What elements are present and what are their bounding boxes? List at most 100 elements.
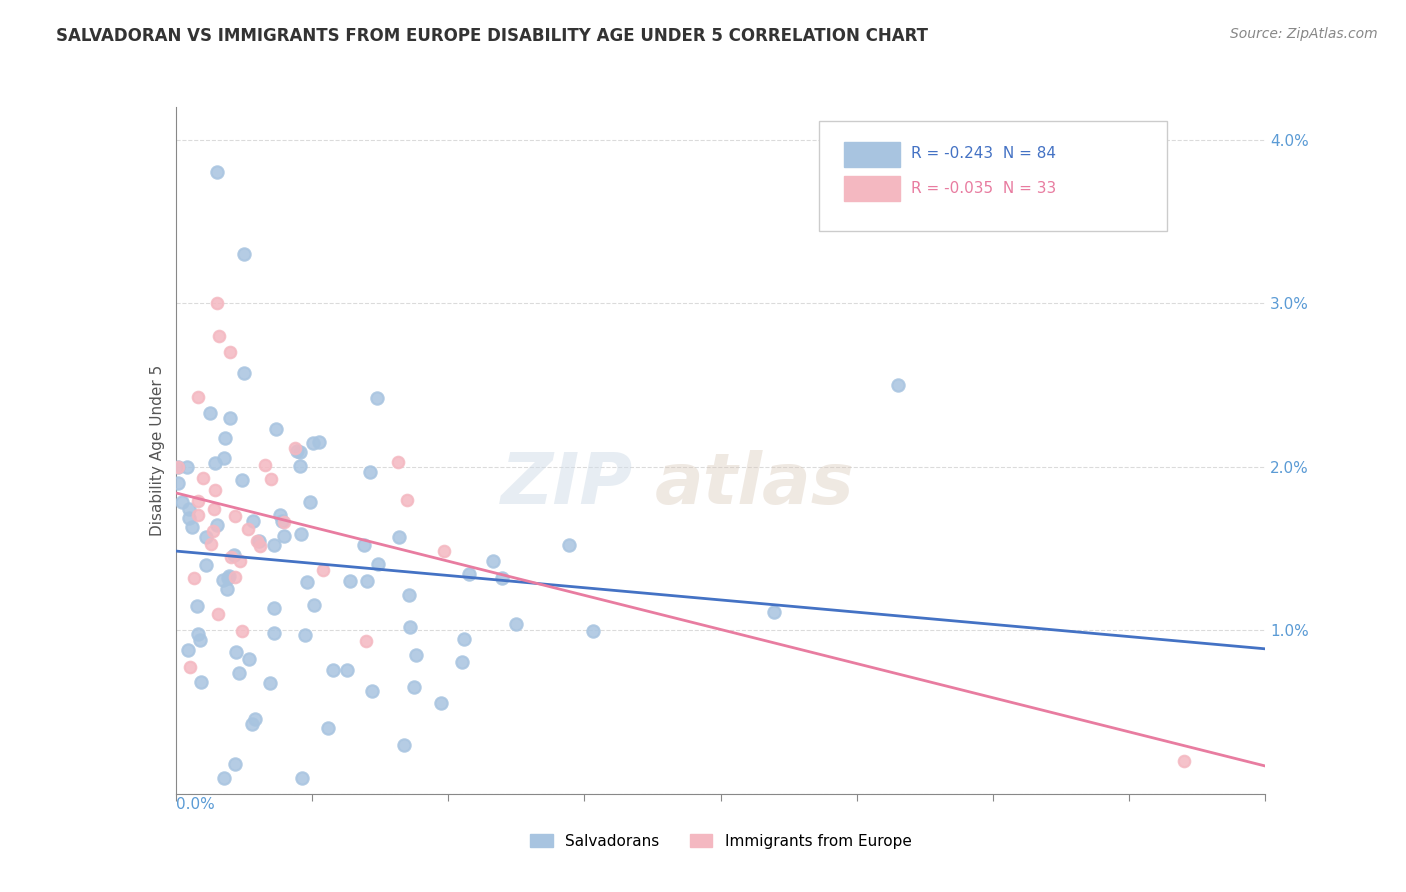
Point	[224, 756, 246, 771]
Point	[205, 165, 228, 179]
Point	[298, 494, 321, 508]
Point	[229, 554, 252, 568]
Point	[402, 680, 425, 694]
Point	[205, 517, 228, 532]
Point	[236, 522, 259, 536]
Text: ZIP: ZIP	[501, 450, 633, 519]
Point	[225, 644, 247, 658]
Point	[353, 538, 375, 552]
Point	[177, 502, 200, 516]
Point	[193, 471, 215, 485]
Point	[284, 441, 307, 455]
Point	[218, 569, 240, 583]
Legend: Salvadorans, Immigrants from Europe: Salvadorans, Immigrants from Europe	[523, 828, 918, 855]
Point	[205, 296, 228, 310]
Point	[249, 540, 271, 554]
Point	[186, 599, 208, 613]
Point	[202, 502, 225, 516]
Point	[181, 520, 204, 534]
Point	[273, 515, 295, 529]
Point	[433, 544, 456, 558]
FancyBboxPatch shape	[844, 142, 900, 167]
Point	[240, 717, 263, 731]
Point	[187, 390, 209, 404]
Point	[172, 495, 194, 509]
Point	[505, 617, 527, 632]
Point	[263, 625, 285, 640]
Point	[217, 582, 239, 596]
Point	[167, 459, 190, 474]
Point	[429, 696, 451, 710]
Point	[263, 538, 285, 552]
Point	[285, 444, 308, 458]
Point	[214, 451, 236, 466]
Point	[582, 624, 605, 638]
Point	[387, 455, 409, 469]
Point	[886, 378, 908, 392]
Point	[367, 557, 389, 571]
Point	[187, 627, 209, 641]
Point	[208, 329, 231, 343]
Point	[194, 530, 217, 544]
Point	[212, 771, 235, 785]
Point	[318, 721, 340, 735]
Point	[202, 524, 225, 538]
Point	[204, 483, 226, 497]
Point	[219, 411, 242, 425]
Point	[187, 493, 209, 508]
Point	[322, 663, 344, 677]
Point	[558, 538, 581, 552]
Point	[167, 459, 190, 474]
Point	[354, 634, 377, 648]
Point	[398, 588, 420, 602]
Point	[247, 533, 270, 548]
Point	[399, 619, 422, 633]
Point	[290, 527, 312, 541]
Point	[232, 366, 254, 380]
Point	[232, 247, 254, 261]
Point	[288, 459, 311, 474]
Text: atlas: atlas	[655, 450, 855, 519]
Point	[253, 458, 276, 473]
Point	[200, 537, 222, 551]
Point	[392, 738, 415, 752]
Point	[222, 548, 245, 562]
Text: R = -0.035  N = 33: R = -0.035 N = 33	[911, 180, 1056, 195]
Point	[231, 473, 253, 487]
Point	[288, 445, 311, 459]
Point	[295, 575, 318, 590]
Point	[177, 643, 200, 657]
Point	[221, 549, 243, 564]
FancyBboxPatch shape	[844, 177, 900, 201]
Point	[264, 422, 287, 436]
Point	[302, 598, 325, 612]
Point	[269, 508, 291, 523]
Point	[204, 456, 226, 470]
Text: SALVADORAN VS IMMIGRANTS FROM EUROPE DISABILITY AGE UNDER 5 CORRELATION CHART: SALVADORAN VS IMMIGRANTS FROM EUROPE DIS…	[56, 27, 928, 45]
Point	[396, 492, 419, 507]
Point	[291, 771, 314, 785]
Point	[263, 600, 285, 615]
Point	[361, 684, 384, 698]
Point	[335, 663, 357, 677]
Point	[188, 632, 211, 647]
Point	[224, 569, 246, 583]
Point	[273, 529, 295, 543]
Point	[200, 405, 222, 419]
Point	[453, 632, 475, 647]
Point	[482, 554, 505, 568]
Point	[243, 712, 266, 726]
Point	[387, 529, 409, 543]
Point	[228, 666, 250, 681]
Point	[308, 435, 330, 450]
Point	[217, 571, 239, 585]
Point	[294, 628, 316, 642]
Point	[219, 345, 242, 359]
Point	[259, 675, 281, 690]
Point	[187, 508, 209, 522]
Point	[359, 466, 381, 480]
Point	[194, 558, 217, 572]
Point	[224, 508, 246, 523]
Point	[179, 511, 201, 525]
Point	[312, 563, 335, 577]
